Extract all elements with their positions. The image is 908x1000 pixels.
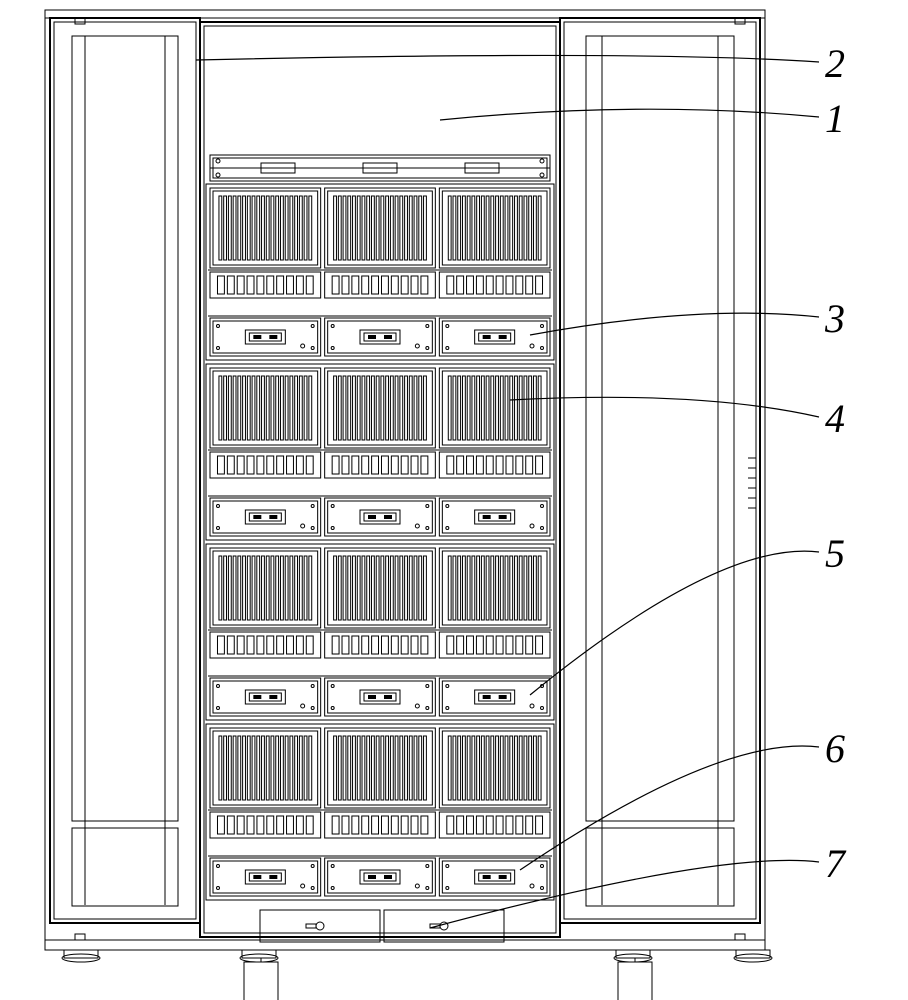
callout-6: 6 [825,725,845,772]
callout-2: 2 [825,40,845,87]
callout-4: 4 [825,395,845,442]
callout-3: 3 [825,295,845,342]
cabinet-diagram [0,0,908,1000]
callout-1: 1 [825,95,845,142]
callout-5: 5 [825,530,845,577]
callout-7: 7 [825,840,845,887]
